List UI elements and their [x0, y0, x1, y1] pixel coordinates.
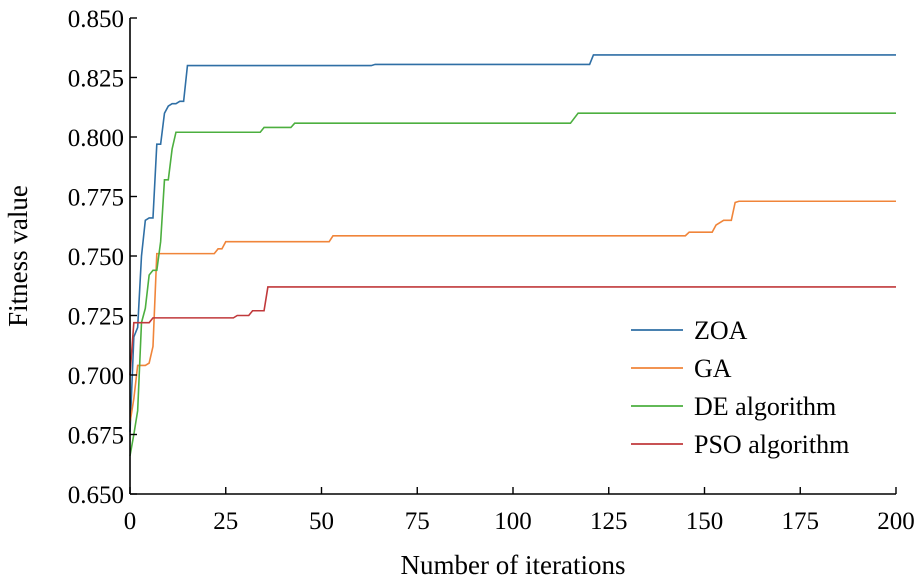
x-tick-label: 200: [877, 508, 915, 535]
x-tick-label: 75: [405, 508, 430, 535]
y-tick-label: 0.650: [68, 482, 124, 509]
legend-label-ga: GA: [694, 354, 732, 383]
series-line-zoa: [129, 54, 896, 433]
series-line-ga: [129, 200, 896, 423]
y-tick-label: 0.750: [68, 244, 124, 271]
legend-label-zoa: ZOA: [694, 316, 748, 345]
series-line-pso-algorithm: [129, 286, 896, 376]
y-tick-label: 0.725: [68, 304, 124, 331]
x-tick-label: 25: [213, 508, 238, 535]
x-tick-label: 175: [782, 508, 820, 535]
y-tick-label: 0.675: [68, 423, 124, 450]
legend: ZOA GA DE algorithm PSO algorithm: [631, 316, 849, 459]
series-line-de-algorithm: [129, 112, 896, 457]
y-tick-label: 0.775: [68, 185, 124, 212]
y-tick-label: 0.850: [68, 6, 124, 33]
x-tick-label: 125: [590, 508, 628, 535]
x-tick-label: 50: [309, 508, 334, 535]
x-tick-label: 150: [686, 508, 724, 535]
x-axis-title: Number of iterations: [401, 550, 626, 580]
legend-label-pso-algorithm: PSO algorithm: [694, 430, 849, 459]
y-axis-title: Fitness value: [3, 185, 33, 327]
x-tick-label: 0: [124, 508, 137, 535]
y-ticks: 0.650 0.675 0.700 0.725 0.750 0.775 0.800 0.825…: [68, 6, 137, 509]
series-layer: [129, 54, 896, 457]
y-tick-label: 0.700: [68, 363, 124, 390]
y-tick-label: 0.825: [68, 66, 124, 93]
x-ticks: 0 25 50 75 100 125 150 175 200: [124, 487, 915, 535]
x-tick-label: 100: [494, 508, 532, 535]
y-tick-label: 0.800: [68, 125, 124, 152]
legend-label-de-algorithm: DE algorithm: [694, 392, 836, 421]
